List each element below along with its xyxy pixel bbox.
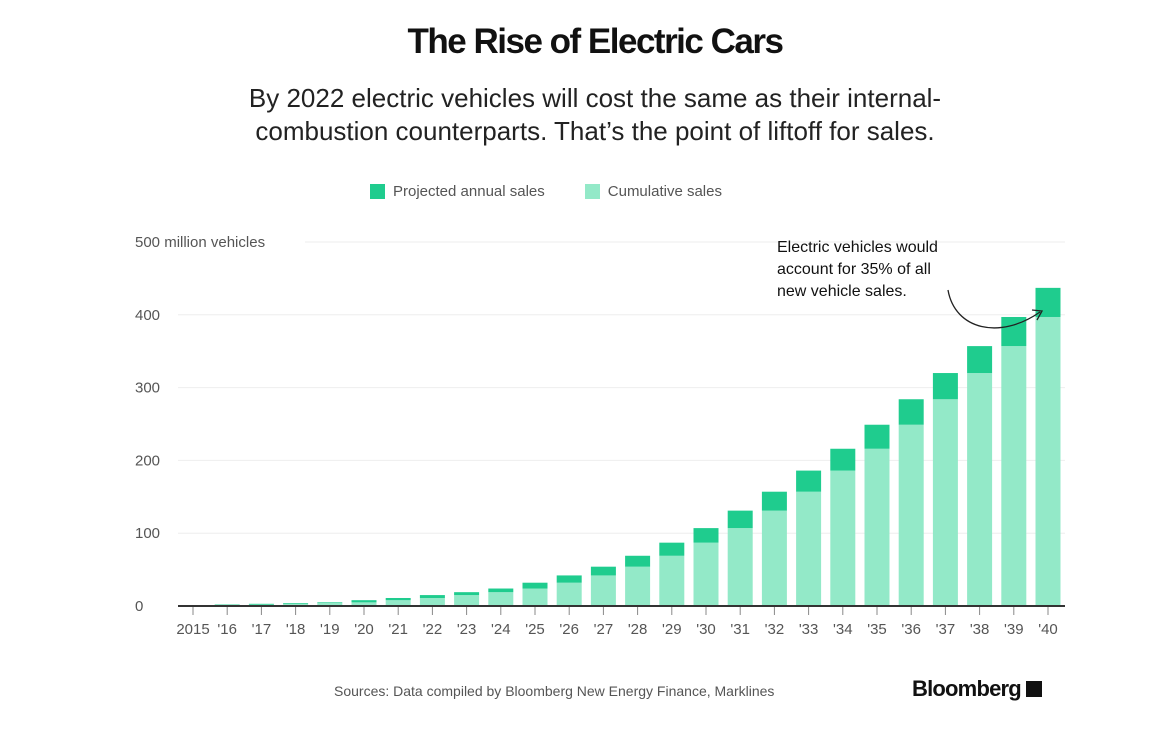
bar-annual: [625, 555, 651, 567]
bar-annual: [385, 597, 411, 601]
bar-cumulative: [830, 470, 856, 606]
arrow-head-icon: [1031, 309, 1044, 321]
annotation-text: account for 35% of all: [777, 261, 931, 278]
bar-cumulative: [625, 566, 651, 606]
bar-annual: [727, 510, 753, 529]
x-tick-label: '33: [799, 621, 819, 638]
bar-cumulative: [1035, 316, 1061, 606]
bar-cumulative: [590, 575, 616, 606]
x-tick-label: 2015: [176, 621, 209, 638]
subtitle-line: By 2022 electric vehicles will cost the …: [248, 83, 942, 113]
bar-annual: [659, 542, 685, 556]
bar-cumulative: [796, 491, 822, 606]
x-tick-label: '22: [423, 621, 443, 638]
bar-annual: [830, 448, 856, 471]
x-tick-label: '18: [286, 621, 306, 638]
legend-item-cumulative: Cumulative sales: [584, 183, 722, 200]
bar-annual: [454, 592, 480, 596]
bar-cumulative: [419, 597, 445, 606]
x-tick-label: '29: [662, 621, 682, 638]
bar-annual: [351, 600, 377, 603]
bar-annual: [932, 373, 958, 400]
bar-annual: [898, 399, 924, 425]
bar-cumulative: [488, 592, 514, 606]
bar-cumulative: [727, 528, 753, 606]
x-tick-label: '39: [1004, 621, 1024, 638]
bar-cumulative: [967, 373, 993, 606]
x-tick-label: '37: [936, 621, 956, 638]
x-tick-label: '35: [867, 621, 887, 638]
bar-annual: [522, 582, 548, 589]
legend-label: Projected annual sales: [393, 183, 545, 200]
bar-cumulative: [351, 602, 377, 606]
annotation-arrow: [947, 289, 1041, 329]
bar-annual: [864, 424, 890, 449]
subtitle-line: combustion counterparts. That’s the poin…: [255, 116, 935, 146]
legend: Projected annual sales Cumulative sales: [370, 183, 722, 200]
bar-annual: [967, 346, 993, 374]
bar-annual: [693, 528, 719, 543]
x-tick-label: '31: [730, 621, 750, 638]
x-tick-label: '20: [354, 621, 374, 638]
y-tick-label: 300: [135, 380, 160, 397]
legend-label: Cumulative sales: [607, 183, 722, 200]
bar-cumulative: [522, 588, 548, 606]
x-tick-label: '40: [1038, 621, 1058, 638]
y-tick-label: 0: [135, 598, 143, 615]
x-tick-label: '32: [765, 621, 785, 638]
x-tick-label: '30: [696, 621, 716, 638]
bar-annual: [419, 595, 445, 598]
bar-cumulative: [283, 603, 309, 606]
bar-annual: [796, 470, 822, 492]
bar-annual: [283, 603, 309, 604]
bar-cumulative: [1001, 346, 1027, 606]
bar-cumulative: [932, 399, 958, 606]
bar-cumulative: [317, 603, 343, 606]
chart-title: The Rise of Electric Cars: [407, 22, 784, 61]
x-tick-label: '17: [252, 621, 272, 638]
logo-icon: [1026, 681, 1043, 697]
x-tick-label: '21: [388, 621, 408, 638]
y-tick-label: 500 million vehicles: [135, 234, 265, 251]
legend-swatch: [370, 184, 385, 199]
bar-annual: [488, 588, 514, 593]
bar-cumulative: [864, 448, 890, 606]
x-tick-label: '26: [559, 621, 579, 638]
bar-cumulative: [761, 510, 787, 606]
bar-cumulative: [385, 600, 411, 606]
x-tick-label: '38: [970, 621, 990, 638]
y-tick-label: 100: [135, 525, 160, 542]
bar-annual: [317, 602, 343, 604]
bar-annual: [761, 491, 787, 511]
logo-text: Bloomberg: [912, 676, 1022, 701]
bar-cumulative: [659, 555, 685, 606]
legend-item-annual: Projected annual sales: [370, 183, 545, 200]
bar-cumulative: [556, 582, 582, 606]
annotation-text: Electric vehicles would: [777, 239, 938, 256]
bar-annual: [556, 575, 582, 583]
x-tick-label: '34: [833, 621, 853, 638]
chart-subtitle: By 2022 electric vehicles will cost the …: [0, 82, 1160, 148]
bar-cumulative: [898, 424, 924, 606]
annotation-text: new vehicle sales.: [777, 283, 907, 300]
y-tick-label: 400: [135, 307, 160, 324]
bar-annual: [214, 604, 240, 606]
y-tick-label: 200: [135, 452, 160, 469]
x-tick-label: '19: [320, 621, 340, 638]
bar-annual: [590, 566, 616, 576]
source-note: Sources: Data compiled by Bloomberg New …: [334, 683, 775, 699]
bar-annual: [248, 603, 274, 605]
legend-swatch: [584, 184, 600, 199]
x-tick-label: '24: [491, 621, 511, 638]
x-tick-label: '25: [525, 621, 545, 638]
x-tick-label: '28: [628, 621, 648, 638]
x-tick-label: '27: [594, 621, 614, 638]
x-tick-label: '16: [217, 621, 237, 638]
bar-cumulative: [454, 595, 480, 606]
x-tick-label: '23: [457, 621, 477, 638]
bloomberg-logo: Bloomberg: [912, 676, 1043, 702]
bar-cumulative: [693, 542, 719, 606]
x-tick-label: '36: [901, 621, 921, 638]
